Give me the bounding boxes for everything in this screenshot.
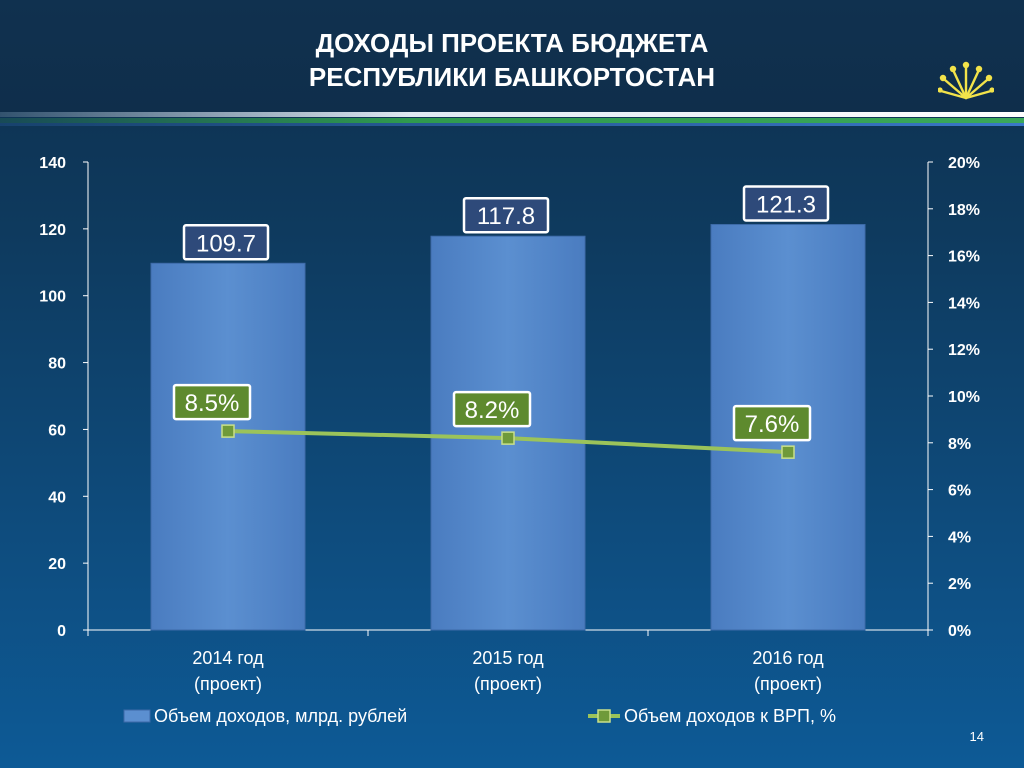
y-right-tick-label: 16% xyxy=(948,249,980,266)
line-value-label-box xyxy=(172,383,252,421)
page-number: 14 xyxy=(969,729,984,744)
line-point xyxy=(781,445,795,459)
line-value-label-box xyxy=(452,390,532,428)
y-right-tick-label: 18% xyxy=(948,202,980,219)
x-tick-label: 2014 год xyxy=(192,648,264,668)
revenue-chart: 0 20 40 60 80 100 120 140 0% 2% 4% 6% 8% 10% 12% 14% 16%… xyxy=(39,155,980,726)
bar-value-label: 121.3 xyxy=(756,192,816,219)
line-point xyxy=(221,424,235,438)
y-right-tick-label: 2% xyxy=(948,576,971,593)
bar xyxy=(150,262,306,631)
kurai-flower-icon xyxy=(938,61,994,100)
y-right-tick-label: 20% xyxy=(948,155,980,172)
legend-line-marker xyxy=(597,709,611,723)
slide-header: ДОХОДЫ ПРОЕКТА БЮДЖЕТА РЕСПУБЛИКИ БАШКОР… xyxy=(0,0,1024,112)
y-left-tick-label: 120 xyxy=(39,222,66,239)
legend-bar-swatch xyxy=(123,709,151,723)
bar-value-label: 109.7 xyxy=(196,230,256,257)
legend-bar-label: Объем доходов, млрд. рублей xyxy=(154,706,407,726)
y-right-tick-label: 6% xyxy=(948,483,971,500)
title-line-2: РЕСПУБЛИКИ БАШКОРТОСТАН xyxy=(308,62,716,92)
stripe-green xyxy=(0,118,1024,123)
y-left-tick-label: 60 xyxy=(48,422,66,439)
y-right-tick-label: 12% xyxy=(948,342,980,359)
header-stripes xyxy=(0,112,1024,128)
x-tick-label: 2015 год xyxy=(472,648,544,668)
stripe-white xyxy=(0,112,1024,117)
y-right-tick-label: 0% xyxy=(948,623,971,640)
y-right-tick-label: 4% xyxy=(948,529,971,546)
line-value-label-box xyxy=(732,404,812,442)
title-line-1: ДОХОДЫ ПРОЕКТА БЮДЖЕТА xyxy=(315,28,709,58)
bar-value-label-box xyxy=(462,196,550,234)
bar-value-label-box xyxy=(742,185,830,222)
x-tick-label: (проект) xyxy=(194,674,262,694)
y-right-tick-label: 14% xyxy=(948,295,980,312)
line-point xyxy=(501,431,515,445)
line-value-label: 8.2% xyxy=(465,397,520,424)
x-tick-label: (проект) xyxy=(474,674,542,694)
bar-value-label: 117.8 xyxy=(477,203,535,230)
y-right-tick-label: 10% xyxy=(948,389,980,406)
y-left-tick-label: 80 xyxy=(48,356,66,373)
y-left-tick-label: 40 xyxy=(48,489,66,506)
slide-title: ДОХОДЫ ПРОЕКТА БЮДЖЕТА РЕСПУБЛИКИ БАШКОР… xyxy=(0,26,1024,94)
y-right-tick-label: 8% xyxy=(948,436,971,453)
line-value-label: 7.6% xyxy=(745,411,800,438)
stripe-blue xyxy=(0,123,1024,126)
y-left-tick-label: 20 xyxy=(48,556,66,573)
x-tick-label: 2016 год xyxy=(752,648,824,668)
bar-value-label-box xyxy=(182,224,270,261)
y-left-tick-label: 0 xyxy=(57,623,66,640)
y-left-tick-label: 100 xyxy=(39,289,66,306)
x-tick-label: (проект) xyxy=(754,674,822,694)
line-value-label: 8.5% xyxy=(185,390,240,417)
y-left-tick-label: 140 xyxy=(39,155,66,172)
legend-line-label: Объем доходов к ВРП, % xyxy=(624,706,836,726)
